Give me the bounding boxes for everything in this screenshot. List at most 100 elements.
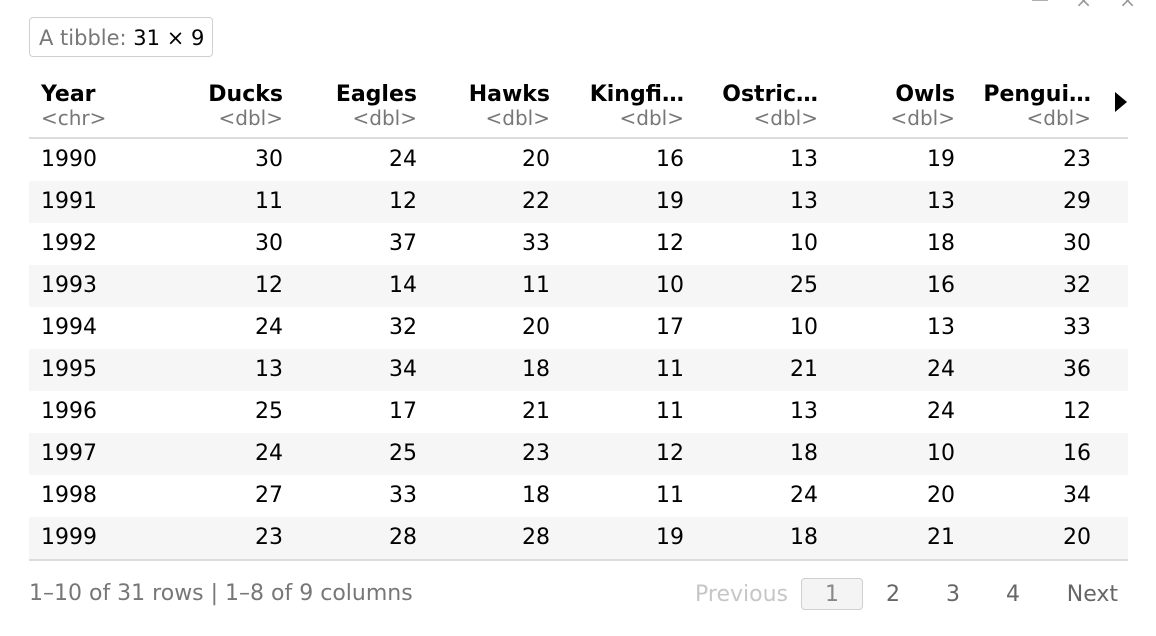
column-name: Kingfi… — [589, 82, 684, 107]
column-header-year[interactable]: Year <chr> — [41, 82, 161, 128]
table-cell: 18 — [522, 357, 550, 382]
data-table: Year <chr> Ducks <dbl> Eagles <dbl> Hawk… — [29, 80, 1128, 561]
pagination: Previous 1 2 3 4 Next — [695, 578, 1118, 612]
table-row: 1994 24 32 20 17 10 13 33 — [29, 307, 1128, 349]
column-header-penguins[interactable]: Pengui… <dbl> — [971, 82, 1091, 128]
previous-page-button[interactable]: Previous — [695, 582, 788, 607]
table-row-column-info: 1–10 of 31 rows | 1–8 of 9 columns — [29, 581, 413, 606]
column-name: Eagles — [335, 82, 417, 107]
table-cell: 16 — [1063, 441, 1091, 466]
close-icon[interactable]: × — [1119, 0, 1136, 12]
table-cell: 27 — [255, 483, 283, 508]
table-cell: 25 — [790, 273, 818, 298]
table-cell: 25 — [255, 399, 283, 424]
column-header-kingfishers[interactable]: Kingfi… <dbl> — [564, 82, 684, 128]
table-row: 1996 25 17 21 11 13 24 12 — [29, 391, 1128, 433]
table-header: Year <chr> Ducks <dbl> Eagles <dbl> Hawk… — [29, 80, 1128, 139]
table-cell: 11 — [656, 483, 684, 508]
tibble-badge: A tibble: 31 × 9 — [29, 17, 213, 57]
table-cell: 1995 — [41, 357, 97, 382]
table-cell: 30 — [255, 147, 283, 172]
column-name: Year — [41, 82, 96, 107]
table-cell: 23 — [1063, 147, 1091, 172]
column-header-eagles[interactable]: Eagles <dbl> — [297, 82, 417, 128]
next-columns-arrow-icon[interactable] — [1115, 92, 1127, 112]
page-3-button[interactable]: 3 — [946, 582, 960, 607]
table-cell: 12 — [255, 273, 283, 298]
table-cell: 1999 — [41, 525, 97, 550]
column-name: Pengui… — [983, 82, 1091, 107]
table-cell: 11 — [255, 189, 283, 214]
table-row: 1998 27 33 18 11 24 20 34 — [29, 475, 1128, 517]
table-cell: 12 — [656, 231, 684, 256]
table-cell: 28 — [389, 525, 417, 550]
table-cell: 18 — [927, 231, 955, 256]
tibble-label: A tibble: — [39, 26, 127, 50]
column-header-ostriches[interactable]: Ostric… <dbl> — [698, 82, 818, 128]
table-cell: 37 — [389, 231, 417, 256]
table-cell: 21 — [790, 357, 818, 382]
table-cell: 29 — [1063, 189, 1091, 214]
table-cell: 12 — [389, 189, 417, 214]
table-cell: 25 — [389, 441, 417, 466]
table-cell: 13 — [790, 147, 818, 172]
table-cell: 19 — [656, 189, 684, 214]
table-cell: 24 — [255, 315, 283, 340]
column-header-ducks[interactable]: Ducks <dbl> — [163, 82, 283, 128]
table-cell: 24 — [389, 147, 417, 172]
column-name: Ducks — [208, 82, 283, 107]
table-row: 1991 11 12 22 19 13 13 29 — [29, 181, 1128, 223]
table-cell: 10 — [656, 273, 684, 298]
tibble-dimensions: 31 × 9 — [133, 26, 205, 50]
table-cell: 20 — [522, 315, 550, 340]
page-1-button[interactable]: 1 — [801, 578, 863, 610]
table-cell: 13 — [255, 357, 283, 382]
table-cell: 11 — [656, 399, 684, 424]
table-cell: 10 — [927, 441, 955, 466]
table-row: 1992 30 37 33 12 10 18 30 — [29, 223, 1128, 265]
table-body: 1990 30 24 20 16 13 19 23 1991 11 12 22 … — [29, 139, 1128, 561]
table-cell: 1992 — [41, 231, 97, 256]
page-2-button[interactable]: 2 — [886, 582, 900, 607]
table-cell: 18 — [790, 525, 818, 550]
table-cell: 30 — [1063, 231, 1091, 256]
column-type: <dbl> — [352, 106, 417, 130]
column-name: Hawks — [468, 82, 550, 107]
table-cell: 21 — [522, 399, 550, 424]
column-type: <dbl> — [753, 106, 818, 130]
table-cell: 21 — [927, 525, 955, 550]
table-cell: 17 — [389, 399, 417, 424]
table-cell: 19 — [927, 147, 955, 172]
table-cell: 30 — [255, 231, 283, 256]
table-cell: 33 — [1063, 315, 1091, 340]
column-header-hawks[interactable]: Hawks <dbl> — [430, 82, 550, 128]
column-header-owls[interactable]: Owls <dbl> — [835, 82, 955, 128]
table-cell: 1993 — [41, 273, 97, 298]
popout-icon[interactable] — [1030, 0, 1048, 2]
table-cell: 1991 — [41, 189, 97, 214]
table-cell: 32 — [389, 315, 417, 340]
table-cell: 13 — [790, 399, 818, 424]
minimize-icon[interactable]: × — [1075, 0, 1092, 12]
table-cell: 17 — [656, 315, 684, 340]
table-cell: 20 — [522, 147, 550, 172]
table-cell: 24 — [790, 483, 818, 508]
table-cell: 23 — [522, 441, 550, 466]
table-cell: 18 — [522, 483, 550, 508]
next-page-button[interactable]: Next — [1066, 582, 1118, 607]
table-cell: 34 — [389, 357, 417, 382]
column-type: <dbl> — [218, 106, 283, 130]
table-cell: 14 — [389, 273, 417, 298]
table-cell: 10 — [790, 315, 818, 340]
column-type: <dbl> — [619, 106, 684, 130]
table-cell: 13 — [927, 315, 955, 340]
table-cell: 36 — [1063, 357, 1091, 382]
table-cell: 24 — [927, 357, 955, 382]
table-row: 1999 23 28 28 19 18 21 20 — [29, 517, 1128, 559]
table-cell: 28 — [522, 525, 550, 550]
table-cell: 20 — [927, 483, 955, 508]
table-cell: 12 — [1063, 399, 1091, 424]
table-cell: 19 — [656, 525, 684, 550]
page-4-button[interactable]: 4 — [1006, 582, 1020, 607]
table-cell: 10 — [790, 231, 818, 256]
